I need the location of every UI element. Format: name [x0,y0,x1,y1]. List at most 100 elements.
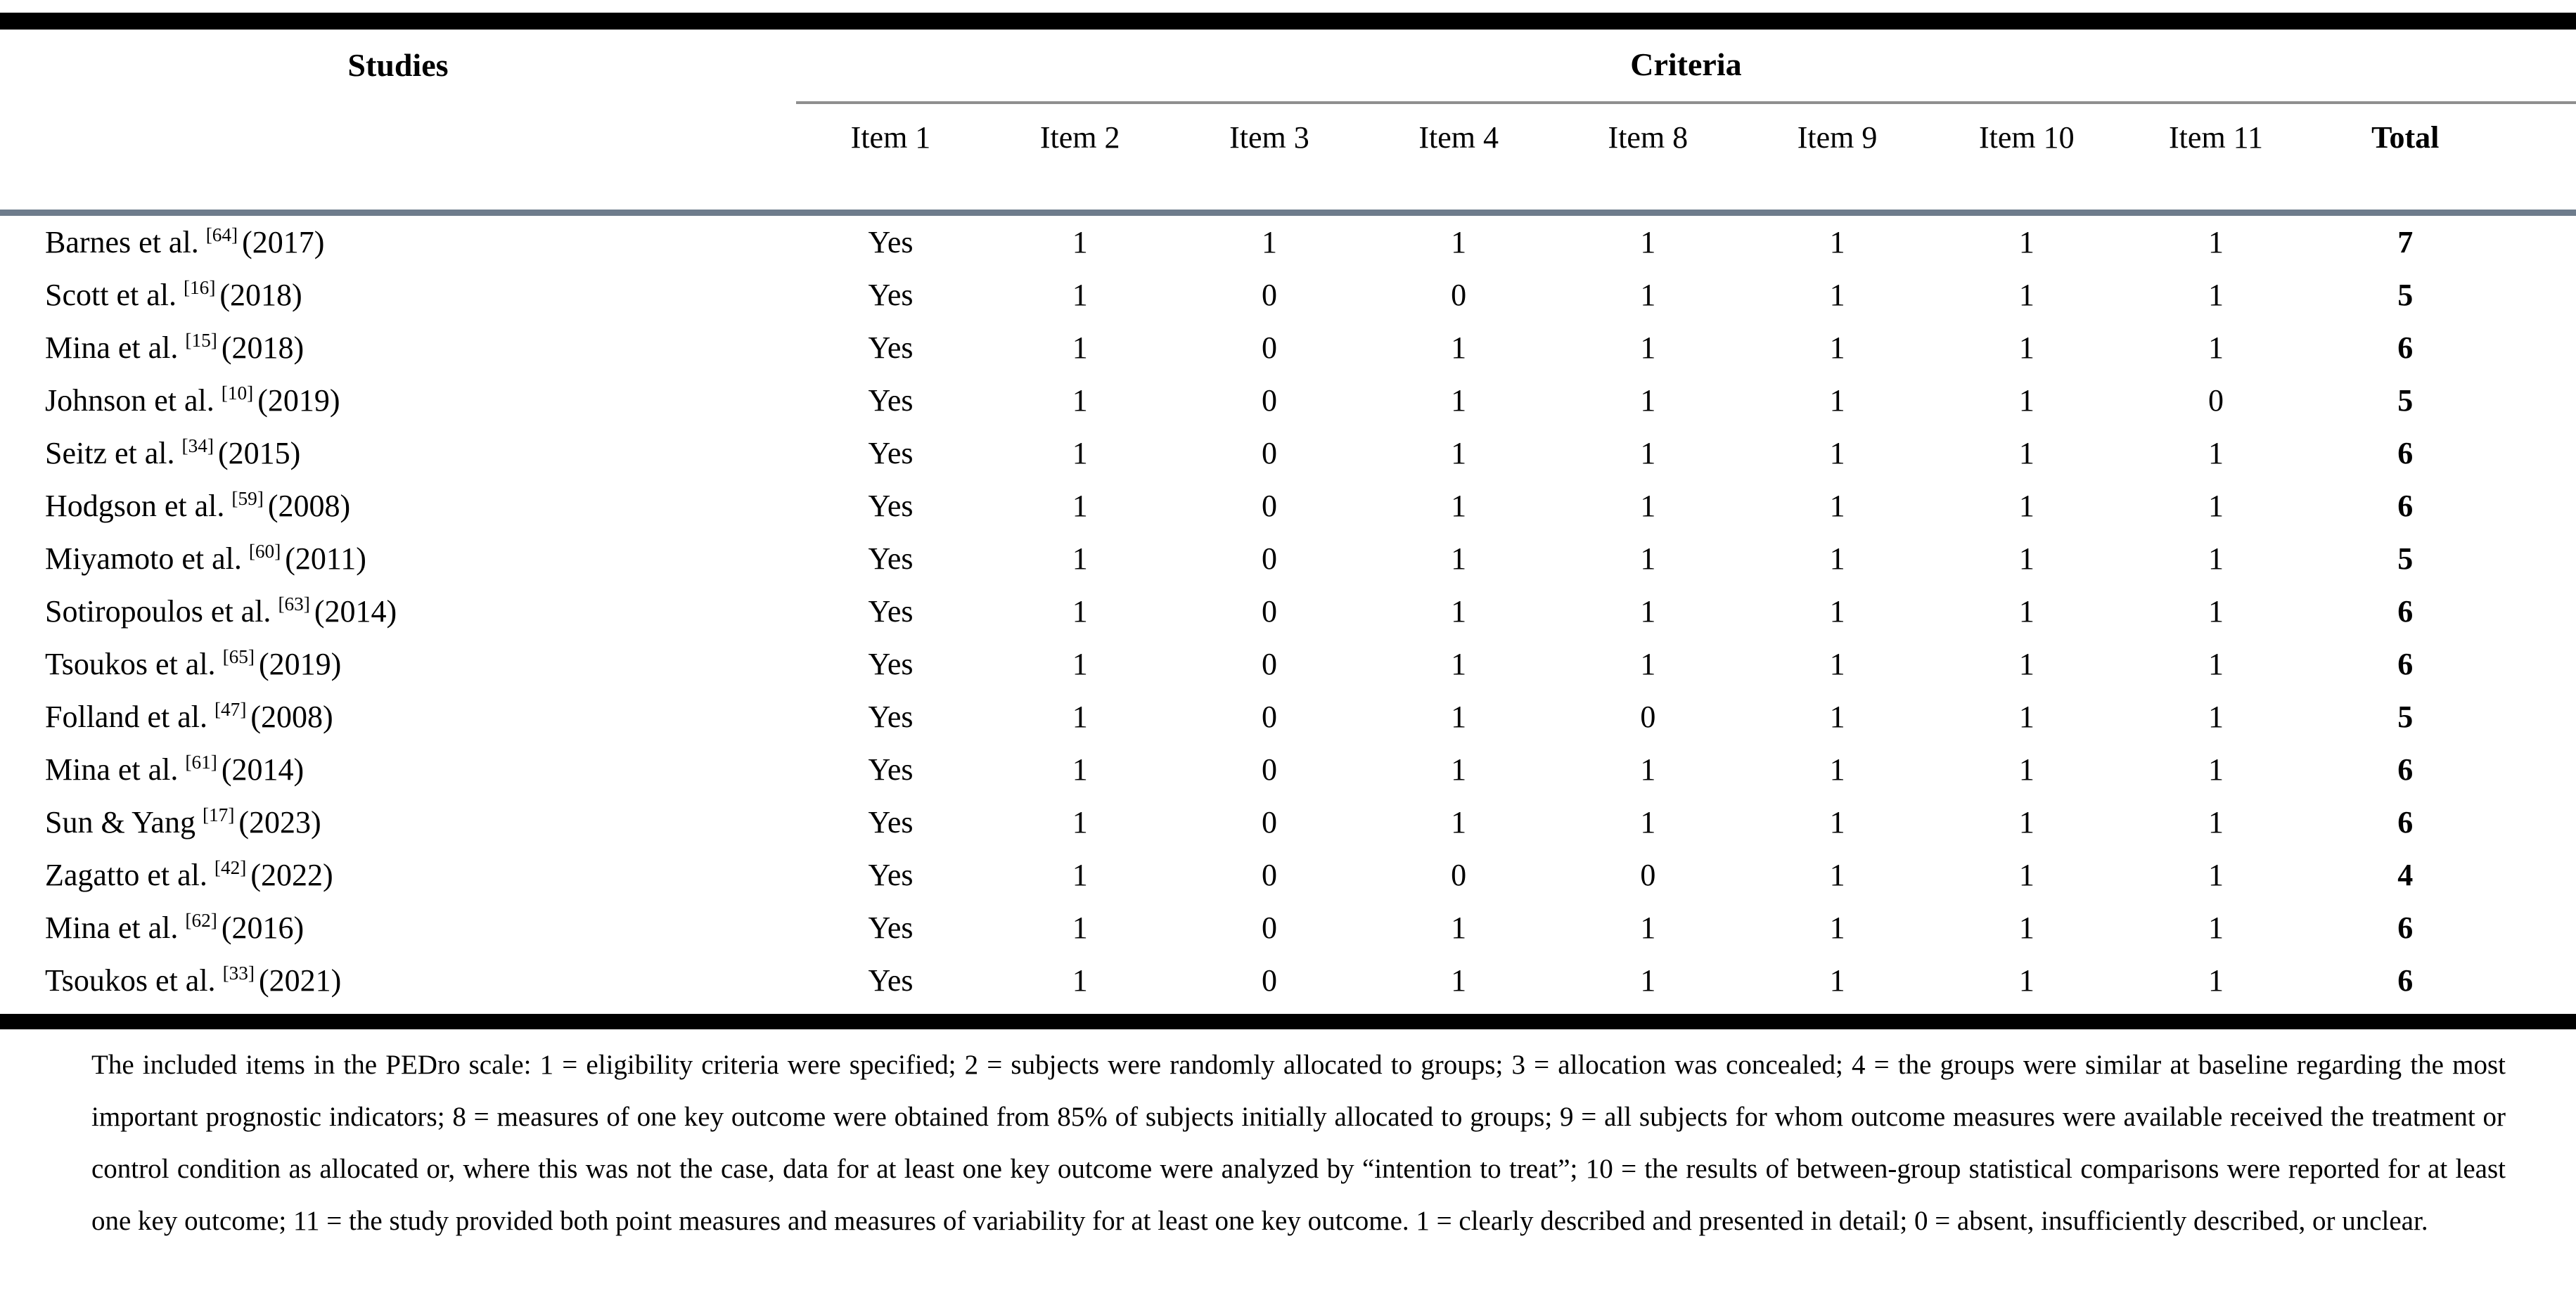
score-cell: 0 [1261,594,1277,629]
score-cell: 1 [1451,752,1467,787]
score-cell: 1 [2018,383,2034,418]
citation-ref: [63] [278,593,310,615]
table-row: Zagatto et al. [42] (2022) Yes 1 0 0 0 1 1 1 4 [0,849,2576,901]
table-row: Mina et al. [15] (2018) Yes 1 0 1 1 1 1 1 6 [0,321,2576,374]
score-cell: 1 [1640,752,1656,787]
score-cell: 1 [1072,278,1088,312]
score-cell: 1 [1072,858,1088,892]
study-name: Folland et al. [45,700,207,734]
study-cell: Johnson et al. [10] (2019) [0,374,796,427]
empty-header-cell [2499,103,2576,216]
score-cell: 1 [2208,436,2224,470]
score-cell: 1 [2208,278,2224,312]
score-cell: 0 [1261,541,1277,576]
score-cell: 1 [2018,541,2034,576]
score-cell: 1 [1829,489,1845,523]
score-cell: 0 [1261,330,1277,365]
score-cell: 1 [1640,911,1656,945]
table-row: Miyamoto et al. [60] (2011) Yes 1 0 1 1 1 1 1 5 [0,532,2576,585]
score-cell: 0 [1261,489,1277,523]
item1-cell: Yes [868,489,914,523]
score-cell: 1 [2208,489,2224,523]
score-cell: 1 [2018,594,2034,629]
score-cell: 1 [1640,489,1656,523]
top-rule [0,13,2576,30]
study-name: Seitz et al. [45,436,175,470]
score-cell: 0 [2208,383,2224,418]
score-cell: 1 [1640,383,1656,418]
filler-cell [2500,427,2576,480]
score-cell: 1 [1829,594,1845,629]
column-header-item1: Item 1 [795,103,986,216]
filler-cell [2500,954,2576,1007]
column-header-item8: Item 8 [1553,103,1743,216]
score-cell: 1 [1072,383,1088,418]
total-cell: 6 [2397,963,2414,998]
study-year: (2023) [238,805,321,840]
score-cell: 1 [1261,225,1277,259]
score-cell: 1 [2208,858,2224,892]
score-cell: 1 [1451,436,1467,470]
score-cell: 1 [1072,647,1088,681]
citation-ref: [62] [185,910,217,932]
filler-cell [2500,638,2576,690]
total-cell: 6 [2397,594,2414,629]
column-header-item3: Item 3 [1174,103,1364,216]
study-year: (2008) [267,489,351,523]
item1-cell: Yes [868,805,914,840]
table-header: Studies Criteria Item 1 Item 2 Item 3 It… [0,30,2576,216]
score-cell: 1 [1640,225,1656,259]
study-year: (2019) [257,383,340,418]
score-cell: 1 [2208,647,2224,681]
study-name: Mina et al. [45,911,179,945]
table-body: Barnes et al. [64] (2017) Yes 1 1 1 1 1 1 1 7 Scott … [0,213,2576,1008]
score-cell: 1 [1072,700,1088,734]
score-cell: 0 [1261,752,1277,787]
total-cell: 7 [2397,225,2414,259]
item1-cell: Yes [868,858,914,892]
header-row-items: Item 1 Item 2 Item 3 Item 4 Item 8 Item … [0,103,2576,216]
score-cell: 1 [2208,911,2224,945]
score-cell: 1 [1072,805,1088,840]
study-cell: Tsoukos et al. [33] (2021) [0,954,796,1007]
score-cell: 1 [2018,647,2034,681]
study-year: (2019) [259,647,342,681]
table-row: Sotiropoulos et al. [63] (2014) Yes 1 0 1 1 1 1 1 6 [0,585,2576,638]
study-year: (2008) [250,700,333,734]
study-cell: Mina et al. [15] (2018) [0,321,796,374]
study-cell: Tsoukos et al. [65] (2019) [0,638,796,690]
score-cell: 0 [1261,805,1277,840]
table-row: Seitz et al. [34] (2015) Yes 1 0 1 1 1 1 1 6 [0,427,2576,480]
study-name: Hodgson et al. [45,489,225,523]
total-cell: 6 [2397,436,2414,470]
score-cell: 0 [1451,858,1467,892]
score-cell: 1 [2018,752,2034,787]
filler-cell [2500,374,2576,427]
studies-column-header: Studies [347,47,449,83]
score-cell: 0 [1261,963,1277,998]
filler-cell [2500,480,2576,532]
score-cell: 0 [1261,858,1277,892]
score-cell: 0 [1261,647,1277,681]
score-cell: 1 [1640,541,1656,576]
study-name: Johnson et al. [45,383,214,418]
score-cell: 0 [1640,700,1656,734]
citation-ref: [60] [248,541,281,562]
item1-cell: Yes [868,647,914,681]
study-name: Tsoukos et al. [45,963,216,998]
filler-cell [2500,269,2576,321]
total-cell: 5 [2397,278,2414,312]
total-cell: 6 [2397,647,2414,681]
column-header-total: Total [2310,103,2500,216]
study-cell: Folland et al. [47] (2008) [0,690,796,743]
criteria-group-header: Criteria [795,30,2576,104]
item1-cell: Yes [868,330,914,365]
study-year: (2018) [221,330,305,365]
column-header-item10: Item 10 [1932,103,2122,216]
citation-ref: [61] [185,752,217,773]
citation-ref: [10] [221,382,254,404]
table-row: Mina et al. [61] (2014) Yes 1 0 1 1 1 1 1 6 [0,743,2576,796]
score-cell: 1 [1451,805,1467,840]
score-cell: 1 [1640,963,1656,998]
empty-header-cell [0,103,796,216]
